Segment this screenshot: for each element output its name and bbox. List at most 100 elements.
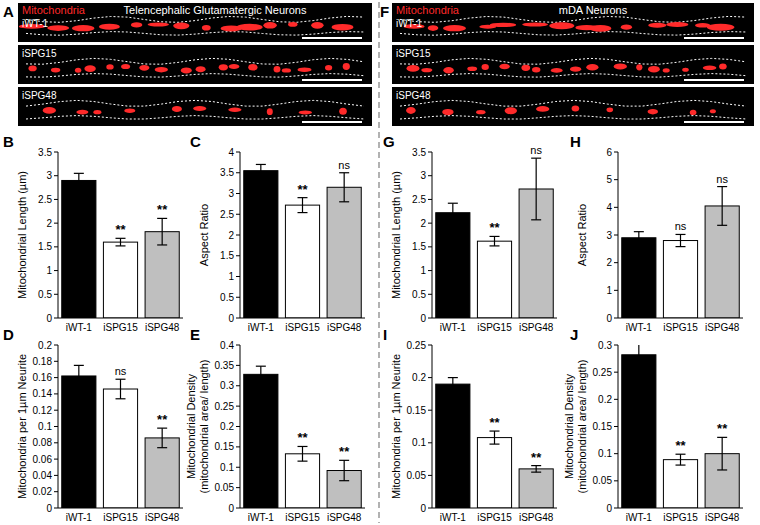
y-tick-label: 0.12: [33, 405, 53, 416]
error-line: [260, 366, 261, 382]
x-axis: [432, 508, 557, 509]
bar: [145, 232, 179, 318]
mitochondrion: [282, 68, 291, 72]
mitochondrion: [532, 67, 540, 73]
error-bar: [634, 345, 644, 367]
error-cap: [448, 222, 458, 223]
bar: [327, 187, 361, 318]
error-cap: [256, 176, 266, 177]
bar: [62, 180, 96, 318]
error-cap: [157, 447, 167, 448]
y-tick: [614, 179, 618, 180]
mitochondrion: [549, 22, 574, 29]
mitochondrion: [47, 25, 69, 31]
error-cap: [676, 234, 686, 235]
y-tick: [54, 491, 58, 492]
y-tick: [54, 459, 58, 460]
y-tick-label: 0.1: [38, 421, 52, 432]
error-cap: [74, 173, 84, 174]
y-tick-label: 0.35: [215, 360, 235, 371]
error-bar: [448, 378, 458, 391]
y-tick: [614, 453, 618, 454]
error-line: [78, 365, 79, 386]
error-line: [536, 158, 537, 220]
mitochondrion: [72, 25, 95, 31]
y-tick-label: 0: [420, 313, 426, 324]
panel-letter: D: [3, 326, 14, 343]
mitochondrion: [406, 107, 416, 114]
error-line: [78, 173, 79, 187]
y-tick: [614, 318, 618, 319]
mitochondrion: [228, 108, 241, 112]
figure: AMitochondriaTelencephalic Glutamatergic…: [0, 0, 760, 525]
error-cap: [676, 246, 686, 247]
mitochondrion: [75, 68, 81, 73]
stain-label: Mitochondria: [22, 4, 86, 16]
error-bar: [256, 366, 266, 382]
error-cap: [531, 465, 541, 466]
significance-label: **: [717, 421, 728, 436]
scale-bar: [302, 79, 362, 81]
mitochondrion: [482, 64, 489, 70]
x-tick-label: iSPG15: [103, 322, 138, 333]
y-axis-label: Mitochondrial Density: [185, 373, 197, 479]
mitochondrion: [99, 24, 120, 30]
bar-chart: DMitochondria per 1µm Neurite00.020.040.…: [3, 326, 183, 523]
y-tick: [428, 410, 432, 411]
x-tick-label: iWT-1: [626, 322, 653, 333]
marks: [622, 187, 740, 318]
bar: [477, 241, 511, 318]
bar: [622, 355, 656, 508]
panel-letter: B: [3, 133, 14, 150]
y-tick-label: 0.05: [407, 470, 427, 481]
y-tick-label: 1.5: [38, 241, 52, 252]
y-tick: [236, 255, 240, 256]
error-bar: [298, 446, 308, 461]
error-line: [120, 379, 121, 399]
significance-label: **: [157, 202, 168, 217]
error-bar: [298, 198, 308, 213]
y-tick-label: 0.15: [215, 441, 235, 452]
error-cap: [116, 398, 126, 399]
bar-chart: JMitochondrial Density(mitochondrial are…: [563, 326, 743, 523]
marks: [62, 365, 180, 508]
error-bar: [74, 173, 84, 187]
mitochondrion: [237, 24, 263, 31]
y-tick: [236, 406, 240, 407]
mitochondrion: [298, 67, 312, 72]
error-cap: [74, 187, 84, 188]
bar: [285, 454, 319, 508]
mitochondrion: [505, 107, 517, 114]
y-tick: [236, 508, 240, 509]
error-cap: [490, 236, 500, 237]
y-tick: [614, 345, 618, 346]
y-tick-label: 0: [46, 313, 52, 324]
error-cap: [339, 201, 349, 202]
x-tick-label: iWT-1: [66, 512, 93, 523]
bar: [145, 438, 179, 508]
y-tick: [614, 508, 618, 509]
x-tick-label: iSPG15: [477, 512, 512, 523]
significance-label: ns: [675, 220, 687, 232]
significance-label: **: [489, 220, 500, 235]
y-tick-label: 3.5: [38, 147, 52, 158]
y-tick: [54, 475, 58, 476]
y-tick-label: 0: [228, 503, 234, 514]
error-cap: [298, 197, 308, 198]
bar-chart: GMitochondrial Length (µm)00.511.522.533…: [383, 133, 557, 333]
y-tick-label: 0.5: [412, 289, 426, 300]
marks: [622, 345, 740, 508]
y-tick-label: 1.5: [220, 250, 234, 261]
x-axis: [618, 508, 743, 509]
scale-bar: [684, 37, 744, 39]
x-tick-label: iSPG15: [285, 322, 320, 333]
y-axis: [618, 345, 619, 508]
mitochondrion: [43, 107, 56, 114]
y-tick-label: 0.2: [412, 372, 426, 383]
error-cap: [490, 245, 500, 246]
y-tick-label: 0.1: [220, 462, 234, 473]
y-tick: [54, 426, 58, 427]
bar: [103, 242, 137, 318]
error-cap: [157, 244, 167, 245]
micrograph: iSPG15: [18, 45, 372, 84]
